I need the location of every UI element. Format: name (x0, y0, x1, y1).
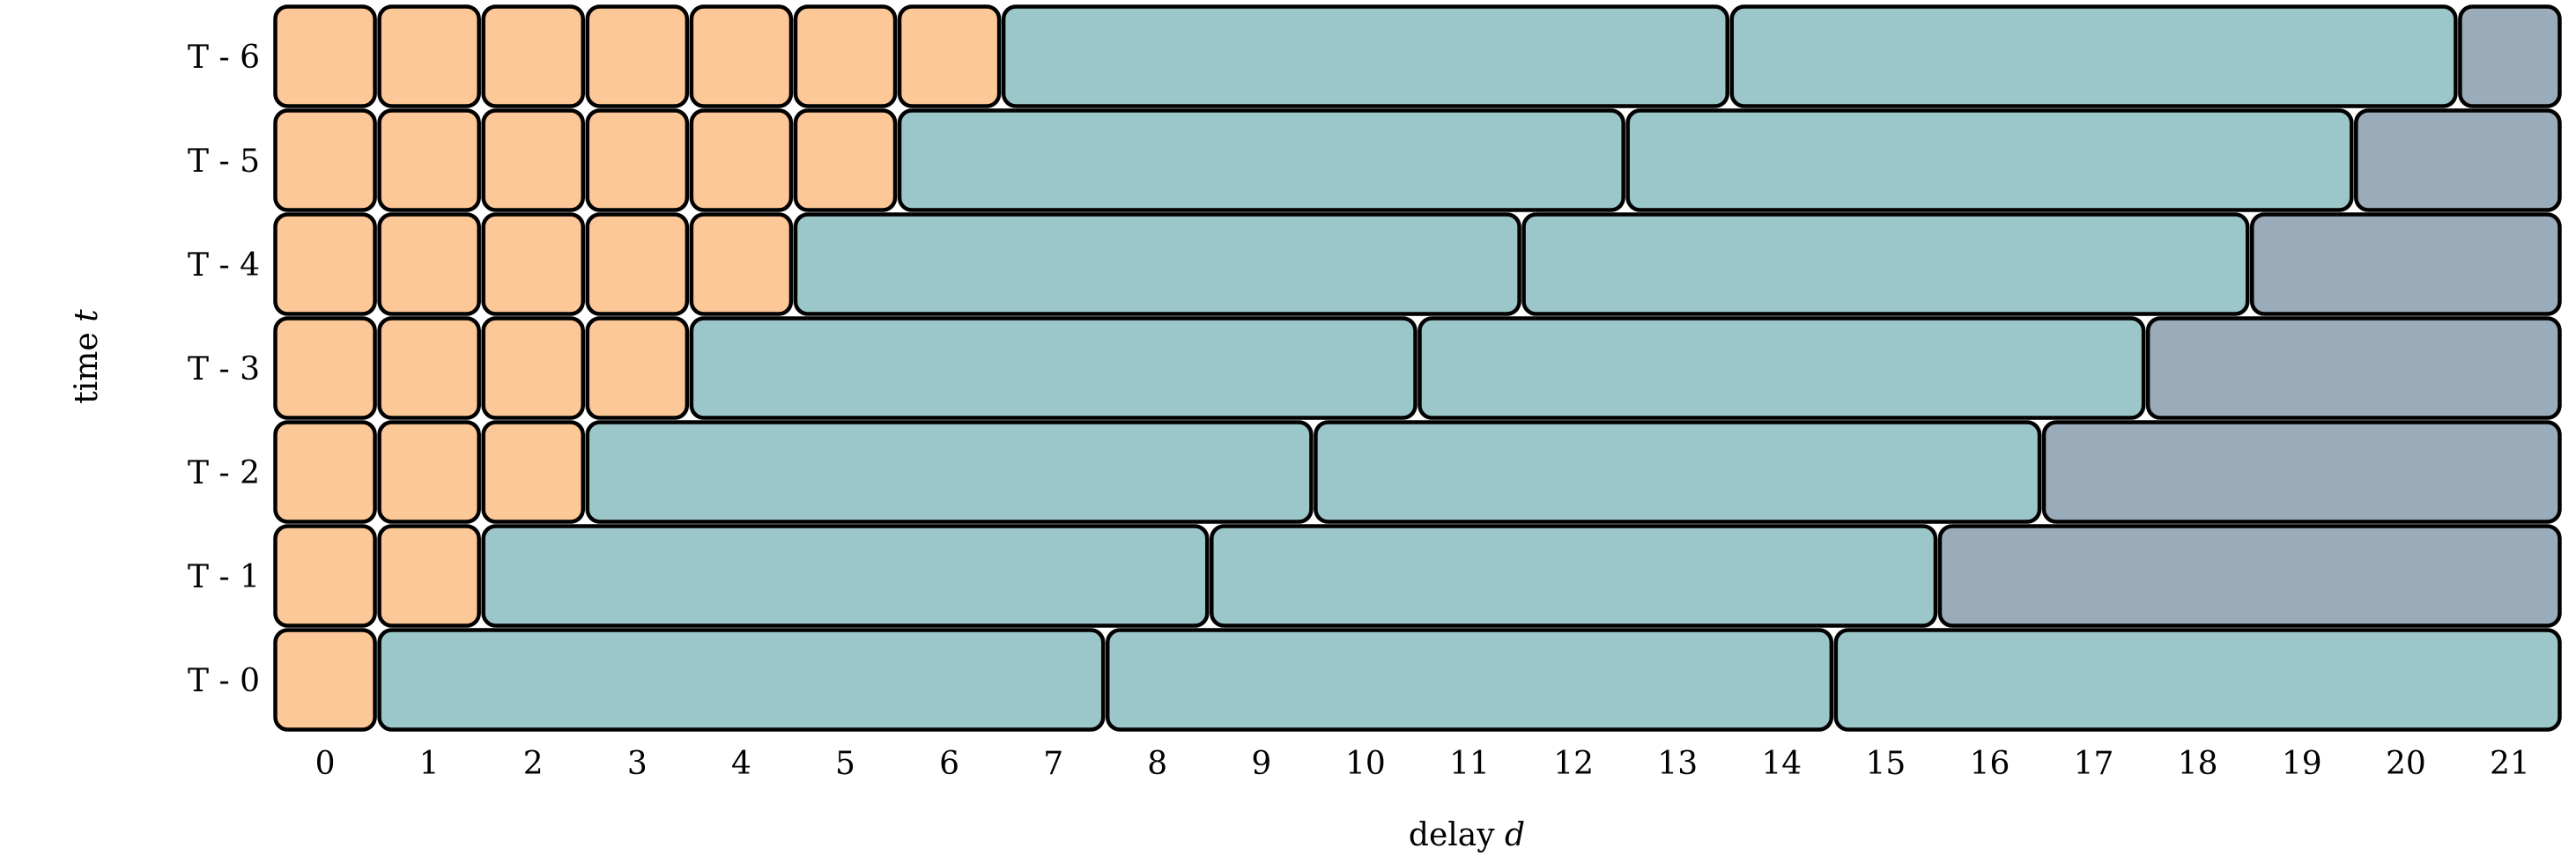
x-tick-label: 17 (2074, 746, 2114, 782)
block-orange (273, 4, 377, 108)
x-tick-label: 2 (523, 746, 544, 782)
row-labels: T - 6 T - 5 T - 4 T - 3 T - 2 T - 1 T - 0 (188, 40, 260, 699)
x-tick-label: 16 (1970, 746, 2010, 782)
block-slate (1937, 524, 2562, 628)
x-tick-label: 10 (1345, 746, 1386, 782)
x-axis-label-text: delay (1409, 817, 1505, 853)
block-orange (481, 4, 586, 108)
row-label: T - 3 (188, 351, 260, 387)
block-teal (689, 316, 1418, 420)
x-tick-label: 19 (2282, 746, 2322, 782)
x-tick-label: 18 (2178, 746, 2218, 782)
block-teal (585, 420, 1314, 524)
block-orange (273, 316, 377, 420)
block-orange (689, 4, 794, 108)
block-orange (377, 420, 481, 524)
x-tick-label: 7 (1043, 746, 1063, 782)
y-axis-label-variable: t (69, 309, 105, 322)
block-teal (1833, 628, 2562, 732)
block-orange (585, 212, 690, 316)
block-orange (585, 108, 690, 212)
block-slate (2041, 420, 2562, 524)
block-teal (1625, 108, 2354, 212)
row-label: T - 6 (188, 40, 260, 76)
block-orange (793, 108, 898, 212)
block-orange (273, 212, 377, 316)
block-orange (689, 108, 794, 212)
row-label: T - 4 (188, 247, 260, 284)
block-orange (377, 4, 481, 108)
x-tick-label: 3 (627, 746, 648, 782)
x-tick-label: 11 (1449, 746, 1490, 782)
x-axis-label: delay d (1409, 817, 1525, 853)
block-orange (481, 108, 586, 212)
block-orange (377, 524, 481, 628)
block-teal (481, 524, 1210, 628)
row-label: T - 2 (188, 455, 260, 491)
block-orange (273, 420, 377, 524)
row-label: T - 0 (188, 663, 260, 699)
block-slate (2354, 108, 2562, 212)
block-teal (793, 212, 1521, 316)
block-teal (1105, 628, 1834, 732)
x-tick-labels: 0 1 2 3 4 5 6 7 8 9 10 11 12 13 14 15 16 17 18 19 20 21 (315, 746, 2530, 782)
block-orange (377, 108, 481, 212)
x-tick-label: 21 (2490, 746, 2530, 782)
y-axis-label: time t (69, 309, 105, 404)
x-tick-label: 8 (1147, 746, 1167, 782)
block-slate (2249, 212, 2562, 316)
block-orange (377, 316, 481, 420)
block-orange (481, 316, 586, 420)
blocks-layer (273, 4, 2562, 732)
block-slate (2145, 316, 2562, 420)
y-axis-label-text: time (69, 322, 105, 404)
x-tick-label: 20 (2386, 746, 2426, 782)
row-label: T - 5 (188, 144, 260, 180)
row-label: T - 1 (188, 559, 260, 595)
block-orange (481, 212, 586, 316)
block-teal (897, 108, 1625, 212)
block-orange (273, 628, 377, 732)
x-tick-label: 13 (1657, 746, 1698, 782)
block-orange (481, 420, 586, 524)
block-orange (585, 316, 690, 420)
block-orange (377, 212, 481, 316)
x-tick-label: 9 (1251, 746, 1271, 782)
block-orange (273, 524, 377, 628)
x-tick-label: 15 (1865, 746, 1906, 782)
block-teal (1314, 420, 2042, 524)
block-teal (1418, 316, 2146, 420)
block-orange (897, 4, 1002, 108)
x-axis-label-variable: d (1505, 817, 1525, 853)
block-teal (1729, 4, 2458, 108)
block-orange (689, 212, 794, 316)
x-tick-label: 4 (731, 746, 751, 782)
x-tick-label: 1 (419, 746, 440, 782)
block-teal (1001, 4, 1730, 108)
x-tick-label: 0 (315, 746, 336, 782)
x-tick-label: 12 (1553, 746, 1594, 782)
block-orange (273, 108, 377, 212)
block-orange (585, 4, 690, 108)
x-tick-label: 5 (835, 746, 855, 782)
block-orange (793, 4, 898, 108)
block-teal (1521, 212, 2250, 316)
x-tick-label: 6 (939, 746, 959, 782)
x-tick-label: 14 (1761, 746, 1802, 782)
block-teal (1210, 524, 1938, 628)
block-slate (2458, 4, 2562, 108)
block-teal (377, 628, 1106, 732)
